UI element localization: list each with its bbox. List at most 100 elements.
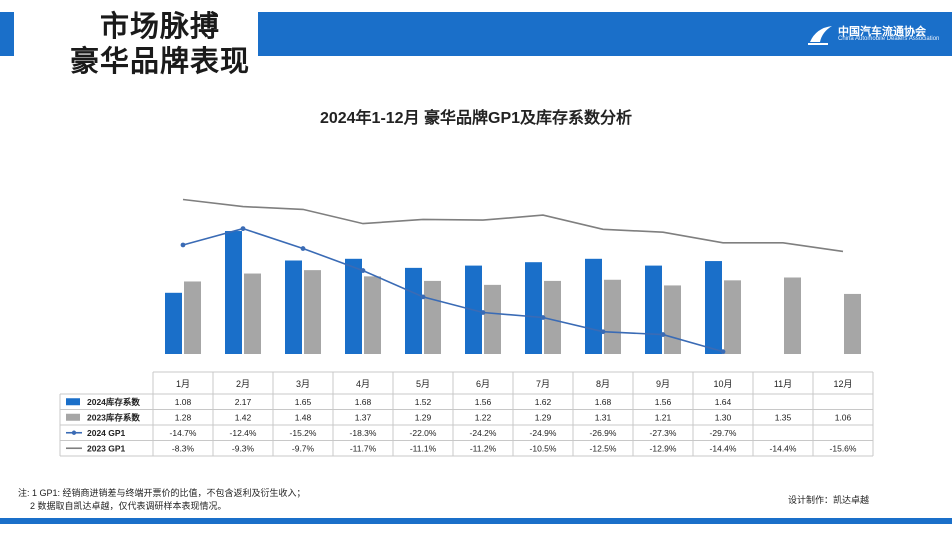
table-cell-r2-c11: 1.35 [775, 412, 792, 422]
line-gp1-2024 [182, 227, 724, 353]
table-cell-r3-c1: -14.7% [170, 428, 197, 438]
legend-label-3: 2024 GP1 [87, 428, 126, 438]
x-tick-label-3: 3月 [296, 379, 310, 389]
chart-title: 2024年1-12月 豪华品牌GP1及库存系数分析 [319, 110, 633, 127]
table-cell-r1-c2: 2.17 [235, 397, 252, 407]
bar-2023-12 [844, 293, 861, 354]
bar-2024-2 [225, 231, 242, 354]
footnote-line1: 注: 1 GP1: 经销商进销差与终端开票价的比值，不包含返利及衍生收入； [18, 488, 306, 498]
table-cell-r2-c4: 1.37 [355, 412, 372, 422]
table-cell-r3-c2: -12.4% [230, 428, 257, 438]
table-cell-r3-c3: -15.2% [290, 428, 317, 438]
table-cell-r4-c8: -12.5% [590, 443, 617, 453]
logo-name-en: China Automobile Dealers Association [838, 36, 940, 42]
bar-2023-10 [724, 280, 741, 354]
table-cell-r2-c8: 1.31 [595, 412, 612, 422]
legend-key-2 [66, 413, 80, 421]
point-gp1-2024-3 [300, 246, 306, 251]
bar-2024-9 [645, 265, 662, 354]
bar-2023-6 [484, 284, 501, 354]
table-cell-r3-c10: -29.7% [710, 428, 737, 438]
x-tick-label-8: 8月 [596, 379, 610, 389]
table-cell-r2-c3: 1.48 [295, 412, 312, 422]
page-title: 市场脉搏 豪华品牌表现 [40, 10, 280, 80]
header-band [258, 12, 952, 56]
x-tick-label-9: 9月 [656, 379, 670, 389]
legend-label-4: 2023 GP1 [87, 443, 126, 453]
x-tick-label-12: 12月 [833, 379, 852, 389]
point-gp1-2024-5 [420, 294, 426, 300]
bar-2023-4 [364, 276, 381, 354]
table-cell-r1-c5: 1.52 [415, 397, 432, 407]
legend-label-1: 2024库存系数 [87, 397, 140, 407]
table-cell-r4-c1: -8.3% [172, 443, 195, 453]
footnote-line2: 2 数据取自凯达卓越，仅代表调研样本表现情况。 [30, 501, 227, 511]
bar-2023-3 [304, 270, 321, 354]
cada-emblem-icon [808, 26, 832, 45]
table-cell-r4-c6: -11.2% [470, 443, 497, 453]
legend-key-marker-3 [71, 430, 77, 435]
design-credit: 设计制作：凯达卓越 [788, 495, 870, 505]
table-cell-r4-c9: -12.9% [650, 443, 677, 453]
table-cell-r1-c9: 1.56 [655, 397, 672, 407]
table-cell-r2-c9: 1.21 [655, 412, 672, 422]
table-cell-r1-c8: 1.68 [595, 397, 612, 407]
x-tick-label-5: 5月 [416, 379, 430, 389]
bar-2023-11 [784, 277, 801, 354]
x-tick-label-2: 2月 [236, 379, 250, 389]
legend-key-1 [66, 398, 80, 406]
point-gp1-2024-7 [540, 315, 546, 320]
x-tick-label-7: 7月 [536, 379, 550, 389]
x-tick-label-10: 10月 [713, 379, 732, 389]
bar-2024-8 [585, 258, 602, 354]
table-cell-r2-c1: 1.28 [175, 412, 192, 422]
table-cell-r2-c5: 1.29 [415, 412, 432, 422]
table-cell-r1-c7: 1.62 [535, 397, 552, 407]
page-title-line2: 豪华品牌表现 [69, 46, 250, 78]
page-title-line1: 市场脉搏 [99, 11, 220, 43]
cada-logo: 中国汽车流通协会 China Automobile Dealers Associ… [806, 22, 946, 48]
table-cell-r4-c2: -9.3% [232, 443, 255, 453]
table-cell-r4-c12: -15.6% [830, 443, 857, 453]
x-tick-label-4: 4月 [356, 379, 370, 389]
bar-2023-1 [184, 281, 201, 354]
table-cell-r1-c6: 1.56 [475, 397, 492, 407]
bar-2024-10 [705, 261, 722, 354]
point-gp1-2024-10 [720, 349, 726, 355]
x-tick-label-6: 6月 [476, 379, 490, 389]
point-gp1-2024-4 [360, 268, 366, 273]
bar-2024-4 [345, 258, 362, 354]
bar-2024-5 [405, 267, 422, 354]
line-gp1-2023 [182, 198, 844, 253]
logo-name-cn: 中国汽车流通协会 [838, 26, 926, 38]
table-cell-r1-c4: 1.68 [355, 397, 372, 407]
point-gp1-2024-1 [180, 242, 186, 248]
table-cell-r4-c11: -14.4% [770, 443, 797, 453]
table-cell-r2-c10: 1.30 [715, 412, 732, 422]
table-cell-r2-c12: 1.06 [835, 412, 852, 422]
header-left-accent-bar [0, 12, 14, 56]
table-cell-r3-c7: -24.9% [530, 428, 557, 438]
table-cell-r3-c4: -18.3% [350, 428, 377, 438]
footer-accent-bar [0, 518, 952, 524]
table-cell-r2-c6: 1.22 [475, 412, 492, 422]
bar-2024-7 [525, 262, 542, 354]
table-cell-r1-c3: 1.65 [295, 397, 312, 407]
bar-2023-9 [664, 285, 681, 354]
table-cell-r1-c10: 1.64 [715, 397, 732, 407]
point-gp1-2024-2 [240, 226, 246, 232]
bar-2023-2 [244, 273, 261, 354]
table-cell-r4-c4: -11.7% [350, 443, 377, 453]
legend-label-2: 2023库存系数 [87, 412, 140, 422]
table-cell-r3-c6: -24.2% [470, 428, 497, 438]
table-cell-r4-c7: -10.5% [530, 443, 557, 453]
bar-2024-1 [165, 292, 182, 354]
table-cell-r3-c5: -22.0% [410, 428, 437, 438]
table-cell-r4-c3: -9.7% [292, 443, 315, 453]
x-tick-label-1: 1月 [176, 379, 190, 389]
table-cell-r3-c9: -27.3% [650, 428, 677, 438]
table-cell-r3-c8: -26.9% [590, 428, 617, 438]
table-cell-r4-c5: -11.1% [410, 443, 437, 453]
point-gp1-2024-9 [660, 332, 666, 337]
